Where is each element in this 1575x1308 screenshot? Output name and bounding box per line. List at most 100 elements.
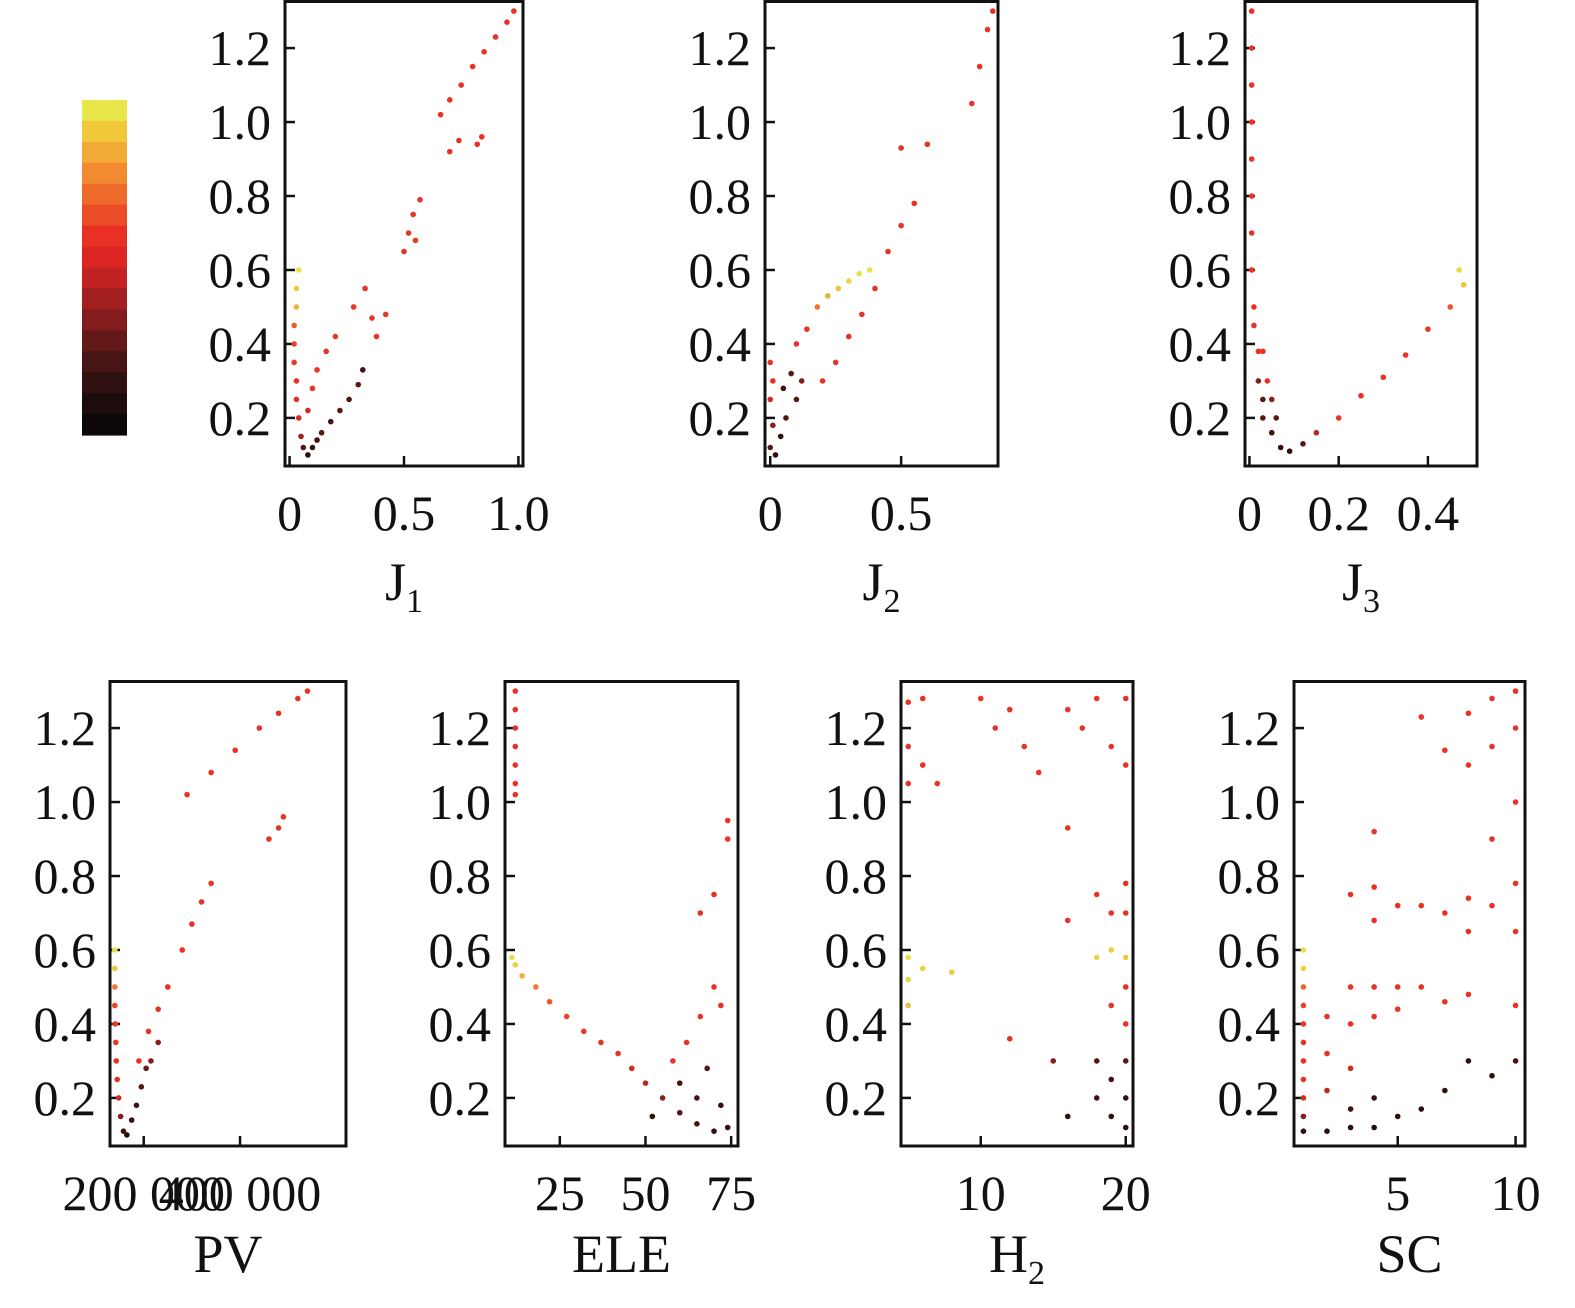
data-point (1394, 1113, 1401, 1120)
data-point (683, 1039, 690, 1046)
data-point (788, 370, 794, 377)
y-tick-label: 0.8 (429, 848, 492, 904)
colorbar-segment (82, 100, 127, 122)
colorbar-segment (82, 351, 127, 373)
y-tick-label: 0.8 (34, 848, 97, 904)
data-point (295, 415, 302, 421)
data-point (113, 1058, 120, 1064)
data-point (1447, 304, 1454, 310)
data-point (628, 1065, 635, 1072)
data-point (793, 396, 800, 403)
data-point (905, 780, 912, 787)
data-point (1394, 1006, 1401, 1012)
data-point (772, 452, 779, 458)
y-tick-label: 0.6 (429, 922, 492, 978)
data-point (1251, 304, 1257, 310)
data-point (1108, 743, 1115, 750)
data-point (694, 1095, 700, 1101)
scatter-panels: 0.2 0.4 0.6 0.8 1.0 1.2 0 0.5 1.0 J1 0.2 0.4 0.6 0.8 1… (34, 0, 1541, 1292)
data-point (1300, 1095, 1307, 1101)
data-point (1465, 710, 1472, 717)
data-point (1371, 1095, 1377, 1101)
data-point (1347, 891, 1354, 898)
x-axis-label: PV (193, 1224, 262, 1284)
data-point (1418, 984, 1425, 990)
data-point (1425, 326, 1431, 332)
colorbar-segment (82, 183, 127, 206)
data-point (184, 791, 190, 798)
colorbar-segment (82, 288, 127, 310)
y-tick-label: 0.8 (209, 168, 272, 224)
data-point (1371, 828, 1377, 835)
data-point (697, 1013, 704, 1020)
data-point (1347, 1021, 1354, 1027)
data-point (1050, 1058, 1057, 1064)
data-point (989, 8, 996, 14)
data-point (293, 304, 300, 310)
data-point (872, 285, 878, 292)
y-tick-label: 0.6 (1218, 922, 1281, 978)
data-point (1300, 1021, 1307, 1027)
data-point (546, 998, 553, 1005)
data-point (1064, 706, 1071, 713)
data-point (519, 973, 525, 979)
data-point (512, 961, 519, 968)
data-point (155, 1006, 161, 1012)
data-point (458, 82, 465, 88)
x-tick-label: 75 (706, 1165, 756, 1221)
data-point (1324, 1050, 1330, 1057)
data-point (885, 248, 891, 255)
data-point (1108, 1002, 1115, 1009)
data-point (905, 976, 912, 983)
data-point (1093, 891, 1100, 898)
y-tick-label: 0.2 (34, 1070, 97, 1126)
y-tick-label: 0.2 (209, 390, 272, 446)
data-point (115, 1095, 122, 1101)
colorbar-segment (82, 120, 127, 143)
data-point (770, 422, 776, 429)
data-point (832, 359, 839, 366)
data-point (1064, 825, 1071, 831)
data-point (905, 954, 912, 961)
data-point (1064, 917, 1071, 924)
y-tick-label: 1.0 (209, 94, 272, 150)
data-point (369, 315, 375, 321)
data-point (1248, 193, 1255, 199)
data-point (767, 396, 774, 403)
data-point (512, 780, 519, 787)
x-axis-label-subscript: 1 (406, 583, 423, 620)
data-point (919, 762, 926, 768)
data-point (859, 311, 865, 318)
data-point (1122, 1095, 1129, 1101)
data-point (1122, 984, 1129, 990)
data-point (124, 1132, 130, 1138)
data-point (718, 1102, 724, 1109)
data-point (1079, 725, 1086, 731)
data-point (512, 791, 519, 798)
data-point (977, 695, 984, 702)
data-point (1465, 1058, 1472, 1064)
data-point (138, 1084, 145, 1090)
data-point (1512, 688, 1519, 694)
colorbar (82, 100, 127, 436)
y-tick-label: 1.0 (825, 774, 888, 830)
data-point (1268, 396, 1275, 403)
data-point (145, 1028, 152, 1035)
y-tick-label: 1.2 (1169, 20, 1232, 76)
data-point (318, 429, 325, 436)
data-point (767, 444, 774, 451)
data-point (1248, 156, 1255, 162)
data-point (804, 326, 810, 332)
data-point (128, 1117, 135, 1123)
data-point (1251, 322, 1257, 329)
y-tick-label: 0.8 (689, 168, 752, 224)
data-point (1489, 1072, 1495, 1079)
data-point (295, 267, 302, 273)
data-point (1418, 1106, 1425, 1112)
data-point (1248, 119, 1255, 125)
data-point (382, 311, 389, 318)
x-tick-label: 0 (1237, 485, 1262, 541)
x-tick-label: 400 000 (159, 1165, 322, 1221)
data-point (615, 1050, 621, 1057)
x-tick-label: 0.2 (1307, 485, 1370, 541)
